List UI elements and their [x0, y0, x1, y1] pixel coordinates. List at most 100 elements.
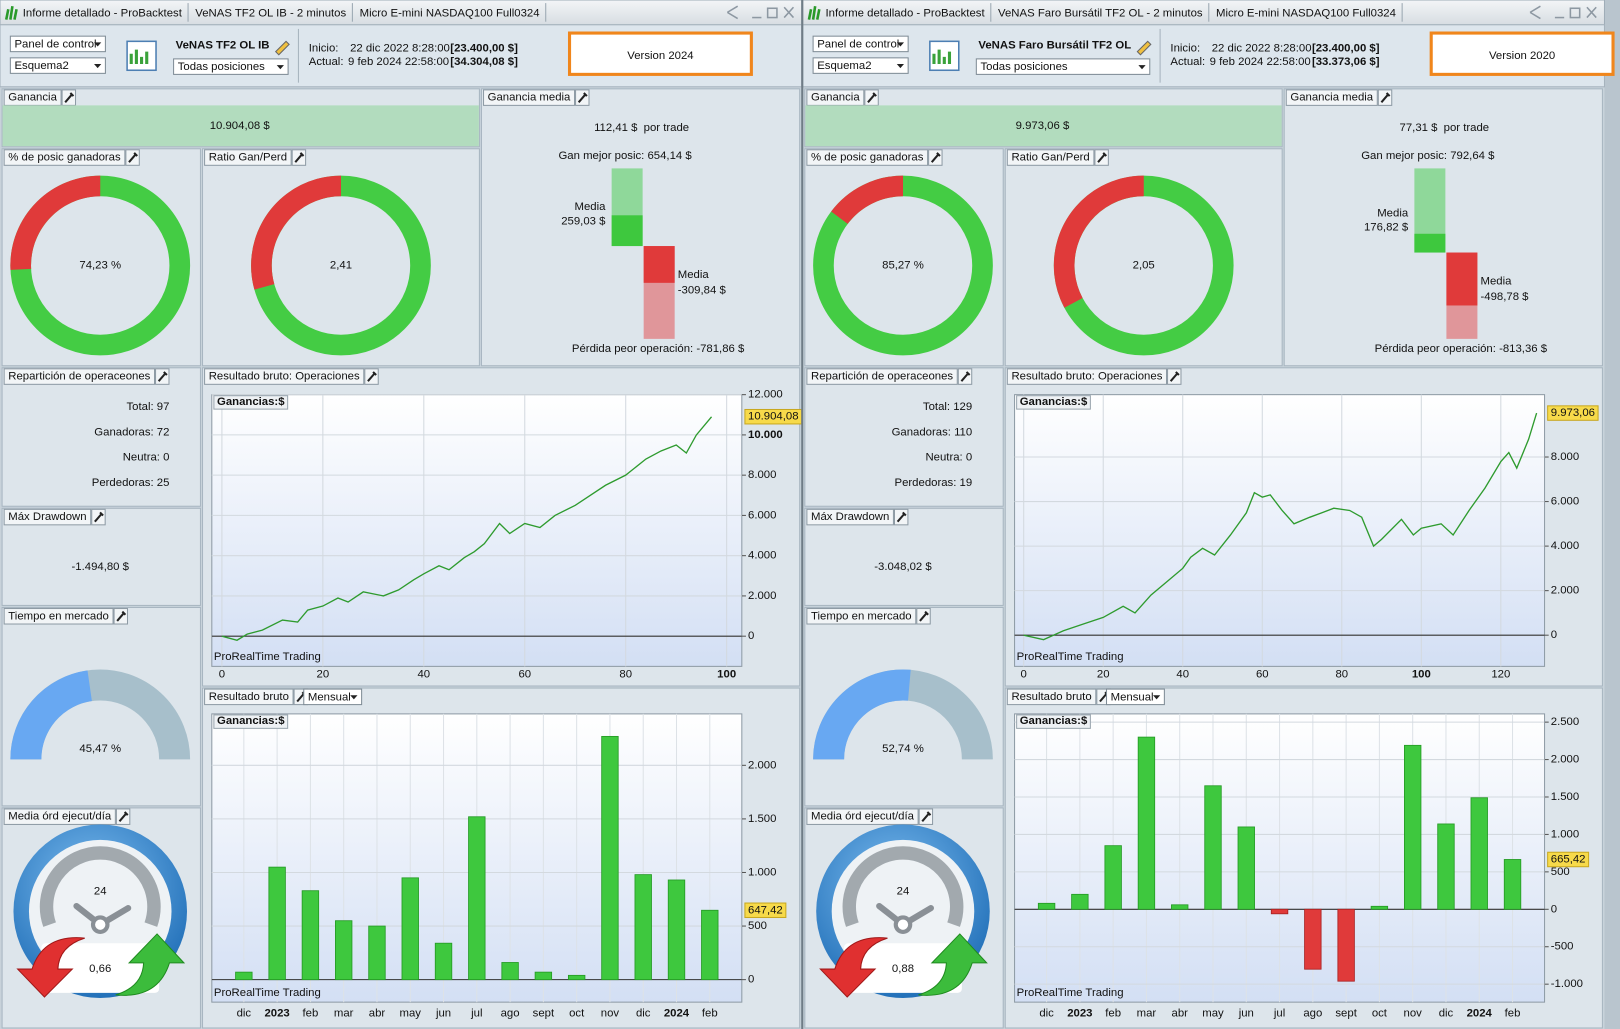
ring-loss-part — [251, 175, 431, 356]
report-icon-chart — [129, 49, 149, 65]
x-tick-label: 20 — [317, 669, 330, 681]
current-date: 9 feb 2024 22:58:00 — [1210, 56, 1311, 68]
bar — [1237, 826, 1255, 910]
report-icon[interactable] — [126, 40, 157, 72]
edit-icon[interactable] — [274, 40, 290, 56]
widget-title: Ganancia — [811, 92, 860, 104]
average-loss-label: -309,84 $ — [678, 284, 727, 296]
edit-icon[interactable] — [1136, 40, 1152, 56]
period-select[interactable] — [1105, 688, 1165, 706]
widget-title-box — [1006, 149, 1095, 166]
y-tick-label: 10.000 — [748, 429, 783, 441]
x-tick-label: oct — [569, 1008, 585, 1020]
watermark: ProRealTime Trading — [214, 987, 321, 999]
bar — [1404, 744, 1422, 910]
dropdown-arrow — [1153, 695, 1161, 700]
close-button[interactable] — [783, 6, 795, 19]
y-tick-label: 2.000 — [748, 759, 776, 771]
wrench-icon — [930, 152, 941, 163]
start-capital: [23.400,00 $] — [1312, 43, 1380, 55]
x-tick-label: jun — [1238, 1008, 1254, 1020]
x-tick-label: feb — [303, 1008, 319, 1020]
x-tick-label: oct — [1372, 1008, 1388, 1020]
share-icon[interactable] — [726, 5, 739, 20]
positions-select[interactable] — [975, 58, 1151, 75]
close-button[interactable] — [1586, 6, 1597, 19]
widget-title: Media órd ejecut/día — [8, 811, 112, 823]
chart-legend: Ganancias:$ — [217, 715, 285, 727]
drawdown-value: -1.494,80 $ — [71, 561, 129, 573]
widget-title: Media órd ejecut/día — [811, 811, 915, 823]
bar — [301, 890, 320, 981]
last-value-label: 665,42 — [1551, 853, 1586, 865]
x-tick-label: 40 — [1176, 669, 1189, 681]
breakdown-line: Neutra: 0 — [925, 452, 972, 464]
bar — [368, 925, 386, 981]
chart-legend: Ganancias:$ — [217, 396, 285, 408]
y-tick-label: 500 — [1551, 866, 1570, 878]
system-name: VeNAS TF2 OL IB — [176, 39, 270, 51]
x-tick-label: sept — [1335, 1008, 1357, 1020]
period-select[interactable] — [303, 688, 363, 706]
wrench-icon — [64, 92, 75, 103]
bar — [434, 942, 453, 981]
maximize-button[interactable] — [766, 7, 778, 19]
widget-title: Ratio Gan/Perd — [1011, 152, 1089, 164]
control-select-text: Panel de control — [817, 38, 899, 50]
orders-value: 0,66 — [89, 963, 111, 975]
y-tick-label: 2.500 — [1551, 716, 1579, 728]
chart-legend-box — [1016, 395, 1091, 410]
maximize-button[interactable] — [1569, 7, 1581, 19]
y-tick-label: 12.000 — [748, 389, 783, 401]
widget-title: % de posic ganadoras — [8, 152, 121, 164]
widget-title: Máx Drawdown — [8, 511, 86, 523]
ring-label: 85,27 % — [882, 260, 924, 272]
dropdown-arrow — [94, 64, 102, 69]
x-tick-label: may — [1202, 1008, 1224, 1020]
x-tick-label: feb — [1105, 1008, 1121, 1020]
green-arrow — [918, 933, 988, 996]
clock-arc — [39, 846, 161, 927]
wrench-icon — [116, 610, 127, 622]
x-tick-label: 80 — [1335, 669, 1348, 681]
scheme-select[interactable] — [9, 57, 106, 74]
green-arrow — [115, 933, 186, 996]
worst-trade-label: Pérdida peor operación: -813,36 $ — [1375, 343, 1548, 355]
dropdown-arrow — [896, 42, 905, 47]
chart-legend: Ganancias:$ — [1020, 396, 1088, 408]
average-gain-value: 77,31 $ — [1400, 122, 1439, 134]
clock-number: 24 — [897, 886, 910, 898]
breakdown-line: Perdedoras: 25 — [92, 477, 170, 489]
bar — [1204, 785, 1222, 910]
widget-title-box — [204, 688, 294, 706]
wrench-icon — [94, 511, 104, 523]
scheme-select[interactable] — [812, 57, 909, 74]
widget-title: Ganancia — [8, 92, 57, 104]
widget — [804, 367, 1004, 507]
ring-label: 74,23 % — [79, 260, 121, 272]
version-label: Version 2024 — [627, 50, 693, 62]
x-tick-label: 100 — [717, 669, 736, 681]
x-tick-label: ago — [1303, 1008, 1322, 1020]
wrench-icon — [1380, 92, 1391, 103]
value-plate — [41, 943, 160, 993]
x-tick-label: mar — [1137, 1008, 1157, 1020]
dropdown-arrow — [350, 695, 358, 700]
average-gain-unit: por trade — [644, 122, 689, 134]
tab-title: Micro E-mini NASDAQ100 Full0324 — [1216, 7, 1396, 19]
control-select[interactable] — [9, 35, 106, 53]
widget-title: Resultado bruto: Operaciones — [1011, 371, 1162, 383]
chart-legend-box — [213, 714, 289, 729]
x-tick-label: 60 — [1256, 669, 1269, 681]
wrench-icon — [896, 511, 907, 523]
control-select[interactable] — [812, 35, 909, 53]
y-tick-label: 1.000 — [748, 866, 776, 878]
tab-title: Informe detallado - ProBacktest — [825, 7, 985, 19]
period-select-text: Mensual — [1111, 691, 1154, 703]
share-icon[interactable] — [1529, 5, 1541, 20]
y-tick-label: 0 — [1551, 629, 1557, 641]
current-label: Actual: — [1170, 56, 1205, 68]
positions-select[interactable] — [173, 58, 289, 75]
start-label: Inicio: — [309, 43, 339, 55]
